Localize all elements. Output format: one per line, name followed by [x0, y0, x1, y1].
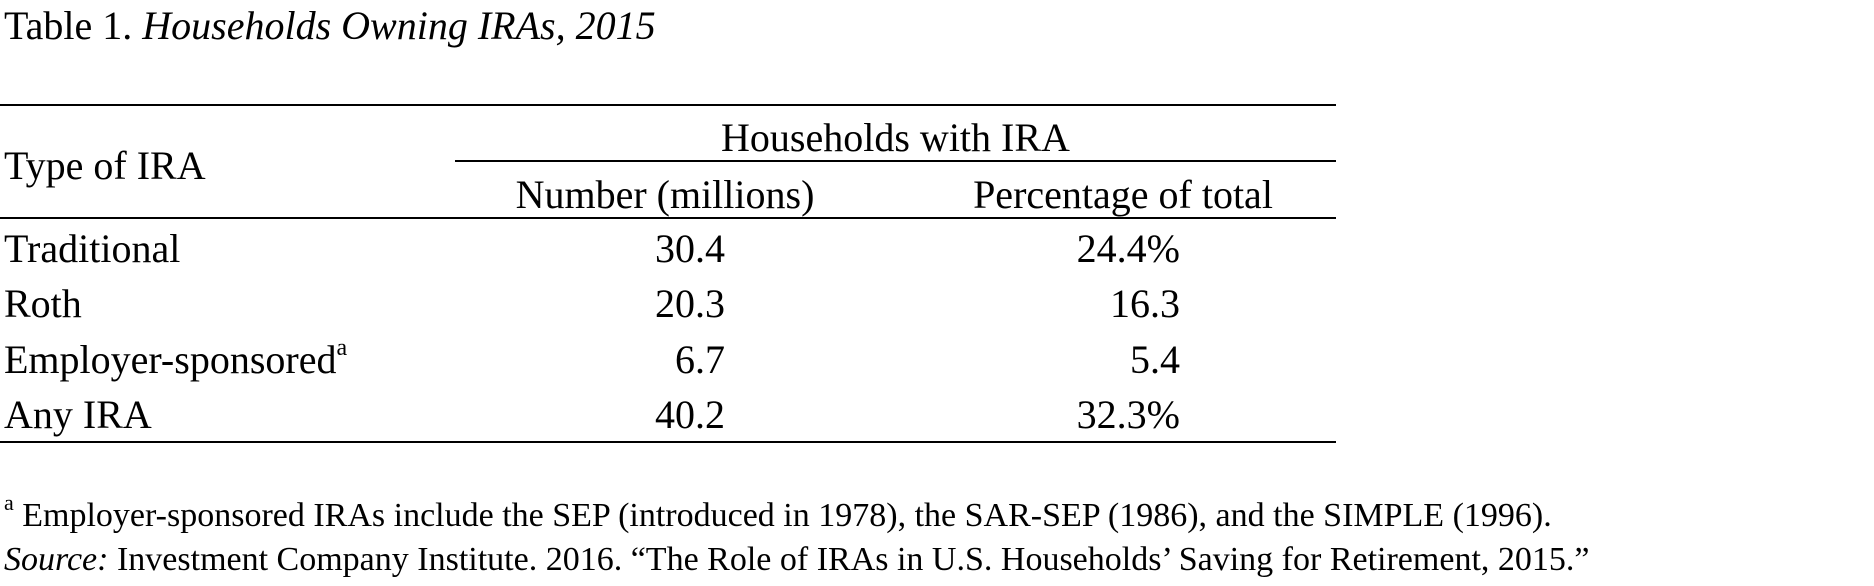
column-header-number: Number (millions) [515, 172, 815, 217]
table-top-rule [0, 104, 1336, 106]
cell-percentage-employer-sponsored: 5.4 [1130, 337, 1180, 382]
footnote-a-text: Employer-sponsored IRAs include the SEP … [22, 497, 1552, 534]
column-header-percentage: Percentage of total [973, 172, 1273, 217]
table-bottom-rule [0, 441, 1336, 443]
cell-number-roth: 20.3 [655, 281, 725, 326]
row-label-roth: Roth [4, 281, 82, 326]
cell-percentage-any-ira: 32.3% [1076, 392, 1180, 437]
source-label: Source: [4, 541, 109, 578]
spanning-header-rule [455, 160, 1336, 162]
cell-number-any-ira: 40.2 [655, 392, 725, 437]
cell-number-traditional: 30.4 [655, 226, 725, 271]
header-bottom-rule [0, 217, 1336, 219]
source-text: Investment Company Institute. 2016. “The… [116, 541, 1590, 578]
footnote-a-marker: a [4, 489, 14, 515]
table-caption: Households Owning IRAs, 2015 [142, 3, 656, 48]
footnote-marker: a [336, 334, 348, 361]
row-label-traditional: Traditional [4, 226, 181, 271]
table-title: Table 1. Households Owning IRAs, 2015 [4, 0, 656, 52]
spanning-header: Households with IRA [721, 115, 1070, 160]
cell-number-employer-sponsored: 6.7 [675, 337, 725, 382]
row-header: Type of IRA [4, 143, 206, 188]
row-label-any-ira: Any IRA [4, 392, 152, 437]
footnote-a: a Employer-sponsored IRAs include the SE… [4, 491, 1552, 538]
row-label-employer-sponsored: Employer-sponsoreda [4, 334, 348, 382]
source-note: Source: Investment Company Institute. 20… [4, 538, 1589, 582]
table-number: Table 1. [4, 3, 133, 48]
cell-percentage-traditional: 24.4% [1076, 226, 1180, 271]
cell-percentage-roth: 16.3 [1110, 281, 1180, 326]
